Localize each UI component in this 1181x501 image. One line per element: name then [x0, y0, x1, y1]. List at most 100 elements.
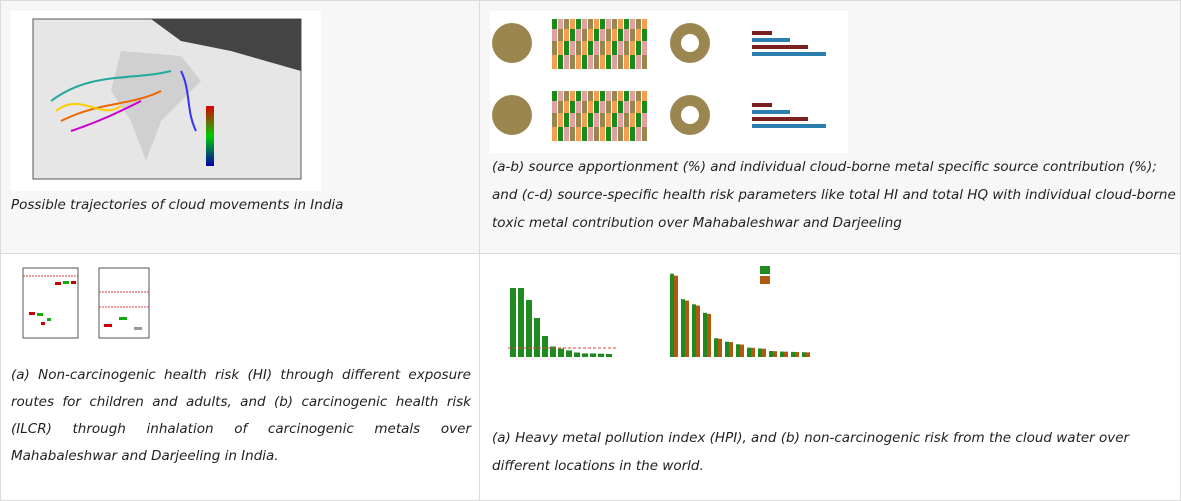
figure-mark — [618, 29, 623, 41]
figure-mark — [558, 113, 563, 127]
figure-mark — [590, 353, 596, 357]
figure-mark — [606, 19, 611, 29]
figure-mark — [552, 127, 557, 141]
figure-mark — [550, 346, 556, 357]
figure-mark — [752, 38, 790, 42]
figure-mark — [600, 29, 605, 41]
figure-mark — [576, 29, 581, 41]
legend-swatch — [760, 276, 770, 284]
figure-mark — [624, 127, 629, 141]
figure-mark — [582, 29, 587, 41]
figure-mark — [570, 101, 575, 113]
hpi-figure — [488, 262, 848, 374]
figure-mark — [606, 29, 611, 41]
figure-mark — [642, 101, 647, 113]
figure-mark — [624, 19, 629, 29]
figure-mark — [564, 19, 569, 29]
figure-mark — [558, 55, 563, 69]
figure-mark — [612, 55, 617, 69]
figure-mark — [612, 101, 617, 113]
figure-mark — [752, 52, 826, 56]
figure-mark — [582, 19, 587, 29]
source-apportionment-figure — [490, 11, 848, 153]
figure-mark — [558, 348, 564, 357]
figure-mark — [594, 91, 599, 101]
figure-mark — [636, 91, 641, 101]
figure-mark — [769, 351, 773, 357]
figure-mark — [552, 55, 557, 69]
figure-mark — [526, 300, 532, 357]
figure-mark — [510, 288, 516, 357]
figure-mark — [582, 55, 587, 69]
figure-mark — [729, 342, 733, 357]
figure-mark — [600, 41, 605, 55]
figure-mark — [558, 41, 563, 55]
figure-mark — [558, 101, 563, 113]
figure-mark — [588, 113, 593, 127]
figure-mark — [791, 351, 795, 357]
figure-mark — [566, 350, 572, 357]
figure-mark — [630, 91, 635, 101]
figure-mark — [574, 352, 580, 357]
figure-mark — [636, 127, 641, 141]
figure-mark — [552, 19, 557, 29]
figure-mark — [618, 127, 623, 141]
figure-mark — [552, 113, 557, 127]
figure-mark — [636, 55, 641, 69]
figure-mark — [624, 41, 629, 55]
figure-mark — [594, 127, 599, 141]
figure-mark — [618, 91, 623, 101]
figure-mark — [636, 19, 641, 29]
figure-mark — [600, 127, 605, 141]
figure-mark — [588, 101, 593, 113]
figure-mark — [751, 347, 755, 357]
figure-mark — [570, 41, 575, 55]
figure-mark — [564, 41, 569, 55]
figure-mark — [588, 127, 593, 141]
figure-mark — [588, 55, 593, 69]
figure-mark — [618, 41, 623, 55]
figure-mark — [612, 29, 617, 41]
figure-mark — [588, 91, 593, 101]
figure-mark — [642, 113, 647, 127]
figure-mark — [624, 29, 629, 41]
figure-mark — [570, 91, 575, 101]
figure-mark — [642, 29, 647, 41]
figure-mark — [762, 348, 766, 357]
figure-mark — [564, 113, 569, 127]
figure-mark — [600, 19, 605, 29]
figure-mark — [564, 55, 569, 69]
figure-mark — [518, 288, 524, 357]
figure-mark — [558, 127, 563, 141]
figure-mark — [752, 103, 772, 107]
figure-mark — [618, 113, 623, 127]
figure-mark — [600, 55, 605, 69]
figure-mark — [576, 55, 581, 69]
figure-mark — [588, 41, 593, 55]
figure-mark — [752, 31, 772, 35]
figure-mark — [582, 127, 587, 141]
figure-mark — [612, 127, 617, 141]
health-risk-figure — [9, 262, 153, 354]
figure-mark — [598, 353, 604, 357]
figure-mark — [642, 91, 647, 101]
figure-mark — [582, 41, 587, 55]
figure-mark — [600, 91, 605, 101]
figure-caption: (a) Non-carcinogenic health risk (HI) th… — [11, 367, 471, 464]
figure-mark — [674, 275, 678, 357]
figure-mark — [612, 19, 617, 29]
figure-mark — [582, 101, 587, 113]
figure-mark — [636, 41, 641, 55]
figure-mark — [552, 29, 557, 41]
figure-mark — [612, 41, 617, 55]
figure-mark — [630, 29, 635, 41]
figure-mark — [594, 29, 599, 41]
figure-mark — [752, 45, 808, 49]
legend-swatch — [760, 266, 770, 274]
figure-mark — [606, 354, 612, 357]
figure-mark — [582, 353, 588, 357]
figure-mark — [552, 101, 557, 113]
figure-mark — [752, 124, 826, 128]
figure-mark — [780, 351, 784, 357]
figure-mark — [576, 91, 581, 101]
